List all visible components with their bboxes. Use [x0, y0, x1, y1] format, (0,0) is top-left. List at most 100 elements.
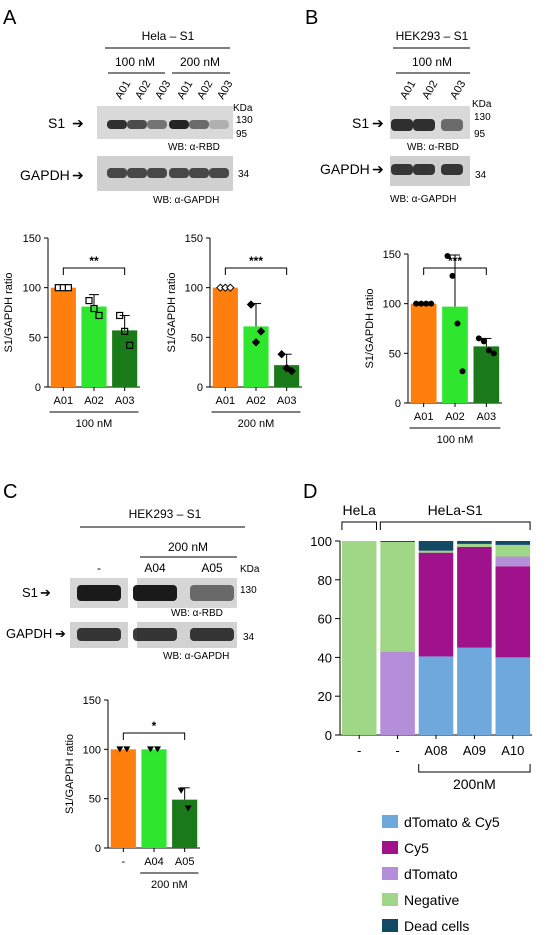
blot-b-conc-1: 100 nM — [412, 55, 452, 69]
y-tick-label: 0 — [325, 728, 332, 743]
y-tick-label: 150 — [23, 233, 41, 245]
stacked-bar-segment — [495, 566, 531, 658]
data-point — [116, 746, 124, 753]
stacked-bar-segment — [495, 544, 531, 557]
x-tick-label: A04 — [144, 856, 164, 868]
data-point — [428, 300, 435, 307]
x-tick-label: A03 — [115, 395, 135, 407]
data-point — [282, 363, 291, 373]
significance-label: ** — [89, 254, 99, 268]
blot-a-conc-1: 100 nM — [115, 55, 155, 69]
y-tick-label: 100 — [383, 299, 401, 311]
y-tick-label: 0 — [197, 382, 203, 394]
chart-a1: 0 50 100 150 S1/GAPDH ratio A01 A02 A03 ** 100 nM — [3, 233, 140, 430]
blot-c-s1-band — [133, 585, 177, 601]
stacked-bar-segment — [341, 541, 377, 735]
y-tick-label: 40 — [318, 650, 332, 665]
blot-b-gapdh-band — [391, 164, 413, 175]
x-tick-label: A02 — [246, 395, 266, 407]
data-point — [490, 350, 497, 357]
blot-a-s1-band — [147, 120, 167, 129]
blot-b-marker-130: 130 — [474, 112, 491, 123]
group-label: 100 nM — [437, 434, 474, 446]
stacked-bar-segment — [418, 541, 454, 551]
group-label-200nm: 200nM — [453, 776, 496, 792]
data-point — [485, 347, 492, 354]
chart-d: 0 20 40 60 80 100 - - A08 A09 A10 HeLa HeLa-S1 200nM — [310, 502, 532, 792]
significance-label: *** — [249, 254, 263, 268]
blot-c-arrow-gapdh: ➔ — [55, 626, 66, 641]
blot-a-conc-2: 200 nM — [180, 55, 220, 69]
stacked-bar-segment — [418, 550, 454, 553]
blot-a-s1-band — [127, 120, 147, 129]
stacked-bar-segment — [418, 656, 454, 735]
legend-swatch — [382, 867, 398, 880]
data-point — [147, 746, 154, 753]
group-label: 200 nM — [151, 879, 188, 891]
blot-b-s1-band — [413, 119, 435, 131]
blot-a-arrow-s1: ➔ — [72, 115, 84, 131]
blot-b-wb-s1: WB: α-RBD — [407, 142, 459, 153]
panel-letter-c: C — [3, 481, 17, 503]
blot-a-gapdh-band — [127, 168, 147, 178]
blot-b-s1-band — [441, 119, 463, 131]
stacked-bar-segment — [457, 546, 492, 648]
x-tick-label: A01 — [54, 395, 74, 407]
blot-b-marker-95: 95 — [474, 129, 486, 140]
blot-b-gapdh-band — [413, 164, 435, 175]
blot-a-wb-s1: WB: α-RBD — [168, 142, 220, 153]
legend-label: Dead cells — [404, 918, 469, 934]
blot-a-gapdh-band — [147, 168, 167, 178]
group-label-hela-s1: HeLa-S1 — [428, 502, 483, 518]
data-point — [251, 338, 261, 347]
blot-a-gapdh-band — [107, 168, 127, 178]
blot-a: Hela – S1 100 nM 200 nM A01 A02 A03 A01 A02 A… — [20, 29, 253, 206]
y-tick-label: 150 — [383, 249, 401, 261]
stacked-bar-segment — [495, 541, 531, 545]
blot-c-marker-130: 130 — [240, 585, 257, 596]
y-tick-label: 0 — [395, 398, 401, 410]
x-tick-label: A02 — [445, 411, 465, 423]
data-point — [184, 805, 192, 812]
y-tick-label: 0 — [35, 382, 41, 394]
x-tick-label: A08 — [424, 743, 447, 758]
blot-c-kda: KDa — [240, 564, 260, 575]
bar — [243, 326, 269, 387]
data-point — [256, 327, 266, 336]
bar — [112, 330, 138, 387]
legend-label: Negative — [404, 892, 459, 908]
data-point — [226, 283, 235, 292]
bar — [110, 749, 136, 848]
blot-a-gapdh-band — [209, 168, 229, 178]
data-point — [418, 300, 425, 307]
bar — [212, 287, 238, 387]
chart-a2: 0 50 100 150 S1/GAPDH ratio A01 A02 A03 *** 200 n… — [166, 233, 302, 430]
blot-b-title: HEK293 – S1 — [396, 29, 469, 43]
y-tick-label: 20 — [318, 689, 332, 704]
bar — [141, 749, 167, 848]
blot-a-kda: KDa — [233, 103, 253, 114]
x-tick-label: - — [121, 856, 125, 868]
y-tick-label: 100 — [23, 283, 41, 295]
blot-c-lane-label: A04 — [144, 561, 166, 575]
blot-a-arrow-gapdh: ➔ — [72, 167, 84, 183]
stacked-bar-segment — [495, 657, 531, 735]
blot-b-row-gapdh: GAPDH — [320, 161, 370, 177]
data-point — [459, 368, 466, 375]
blot-b-lane-label: A03 — [448, 79, 468, 102]
group-label: 100 nM — [76, 418, 113, 430]
data-point — [246, 300, 256, 309]
group-bracket-hela-s1 — [379, 521, 531, 530]
significance-bracket — [122, 732, 186, 740]
legend-swatch — [382, 841, 398, 854]
blot-a-lane-label: A03 — [153, 79, 173, 102]
blot-c-row-gapdh: GAPDH — [6, 626, 52, 641]
legend-label: Cy5 — [404, 840, 429, 856]
x-tick-label: A01 — [216, 395, 236, 407]
stacked-bar-segment — [457, 543, 492, 547]
data-point — [177, 787, 185, 794]
y-tick-label: 100 — [310, 534, 332, 549]
blot-c-s1-band — [77, 585, 121, 601]
blot-c-title: HEK293 – S1 — [129, 507, 202, 521]
blot-a-marker-34: 34 — [238, 169, 250, 180]
